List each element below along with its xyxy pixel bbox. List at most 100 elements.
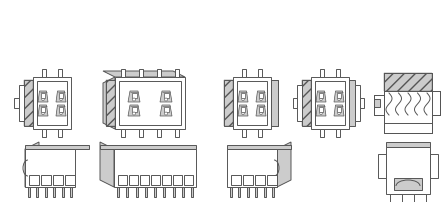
- Bar: [42, 69, 46, 77]
- Bar: [336, 69, 340, 77]
- Circle shape: [260, 112, 262, 115]
- Bar: [162, 175, 171, 185]
- Bar: [24, 80, 33, 126]
- Bar: [319, 93, 323, 98]
- Bar: [355, 85, 360, 121]
- Circle shape: [132, 98, 135, 101]
- Bar: [230, 187, 232, 197]
- Bar: [24, 80, 33, 126]
- Bar: [29, 175, 39, 185]
- Bar: [59, 107, 63, 112]
- Bar: [121, 69, 125, 77]
- Bar: [315, 81, 345, 125]
- Bar: [163, 107, 169, 112]
- Bar: [115, 77, 185, 129]
- Bar: [384, 123, 432, 133]
- Polygon shape: [38, 91, 48, 102]
- Bar: [374, 99, 380, 107]
- Bar: [151, 175, 160, 185]
- Bar: [272, 187, 274, 197]
- Bar: [58, 129, 62, 137]
- Bar: [140, 175, 149, 185]
- Circle shape: [242, 98, 244, 101]
- Bar: [374, 95, 384, 115]
- Bar: [106, 80, 115, 126]
- Bar: [258, 69, 262, 77]
- Bar: [139, 129, 143, 137]
- Bar: [45, 187, 47, 197]
- Bar: [255, 175, 265, 185]
- Circle shape: [60, 112, 62, 115]
- Bar: [65, 175, 75, 185]
- Bar: [242, 129, 246, 137]
- Bar: [62, 187, 63, 197]
- Bar: [175, 69, 179, 77]
- Bar: [238, 187, 240, 197]
- Bar: [233, 77, 271, 129]
- Bar: [175, 129, 179, 137]
- Bar: [394, 178, 422, 190]
- Bar: [241, 93, 245, 98]
- Bar: [114, 149, 196, 187]
- Bar: [259, 107, 263, 112]
- Polygon shape: [334, 105, 344, 116]
- Bar: [121, 129, 125, 137]
- Polygon shape: [238, 91, 248, 102]
- Bar: [241, 107, 245, 112]
- Bar: [320, 129, 324, 137]
- Bar: [386, 147, 430, 194]
- Polygon shape: [38, 105, 48, 116]
- Bar: [271, 80, 278, 126]
- Bar: [337, 107, 341, 112]
- Bar: [432, 91, 440, 115]
- Circle shape: [42, 98, 44, 101]
- Bar: [243, 175, 253, 185]
- Polygon shape: [238, 105, 248, 116]
- Bar: [126, 187, 128, 197]
- Bar: [227, 145, 291, 149]
- Bar: [41, 107, 45, 112]
- Bar: [119, 81, 181, 125]
- Bar: [264, 187, 266, 197]
- Bar: [302, 80, 311, 126]
- Circle shape: [164, 98, 167, 101]
- Bar: [58, 69, 62, 77]
- Bar: [53, 187, 55, 197]
- Bar: [118, 175, 127, 185]
- Bar: [131, 93, 136, 98]
- Bar: [163, 93, 169, 98]
- Bar: [302, 80, 311, 126]
- Bar: [41, 175, 51, 185]
- Bar: [414, 194, 426, 202]
- Bar: [349, 80, 355, 126]
- Bar: [430, 154, 438, 178]
- Bar: [163, 187, 165, 197]
- Bar: [106, 80, 115, 126]
- Bar: [154, 187, 156, 197]
- Bar: [70, 187, 72, 197]
- Bar: [131, 107, 136, 112]
- Bar: [320, 69, 324, 77]
- Bar: [37, 81, 67, 125]
- Circle shape: [164, 112, 167, 115]
- Polygon shape: [256, 91, 266, 102]
- Circle shape: [320, 112, 322, 115]
- Bar: [100, 145, 196, 149]
- Circle shape: [60, 98, 62, 101]
- Polygon shape: [103, 71, 185, 77]
- Bar: [25, 149, 75, 187]
- Circle shape: [320, 98, 322, 101]
- Polygon shape: [56, 91, 66, 102]
- Bar: [191, 187, 193, 197]
- Bar: [19, 85, 24, 121]
- Bar: [231, 175, 241, 185]
- Bar: [117, 187, 119, 197]
- Bar: [14, 98, 19, 108]
- Bar: [33, 77, 71, 129]
- Bar: [267, 175, 277, 185]
- Bar: [227, 149, 277, 187]
- Bar: [336, 129, 340, 137]
- Circle shape: [242, 112, 244, 115]
- Bar: [139, 69, 143, 77]
- Bar: [237, 81, 267, 125]
